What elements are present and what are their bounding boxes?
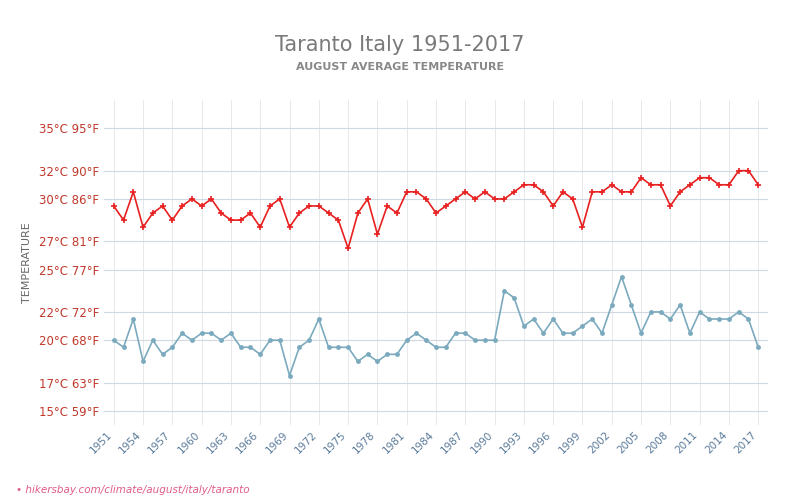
Text: AUGUST AVERAGE TEMPERATURE: AUGUST AVERAGE TEMPERATURE	[296, 62, 504, 72]
Text: • hikersbay.com/climate/august/italy/taranto: • hikersbay.com/climate/august/italy/tar…	[16, 485, 250, 495]
Y-axis label: TEMPERATURE: TEMPERATURE	[22, 222, 32, 303]
Text: Taranto Italy 1951-2017: Taranto Italy 1951-2017	[275, 35, 525, 55]
